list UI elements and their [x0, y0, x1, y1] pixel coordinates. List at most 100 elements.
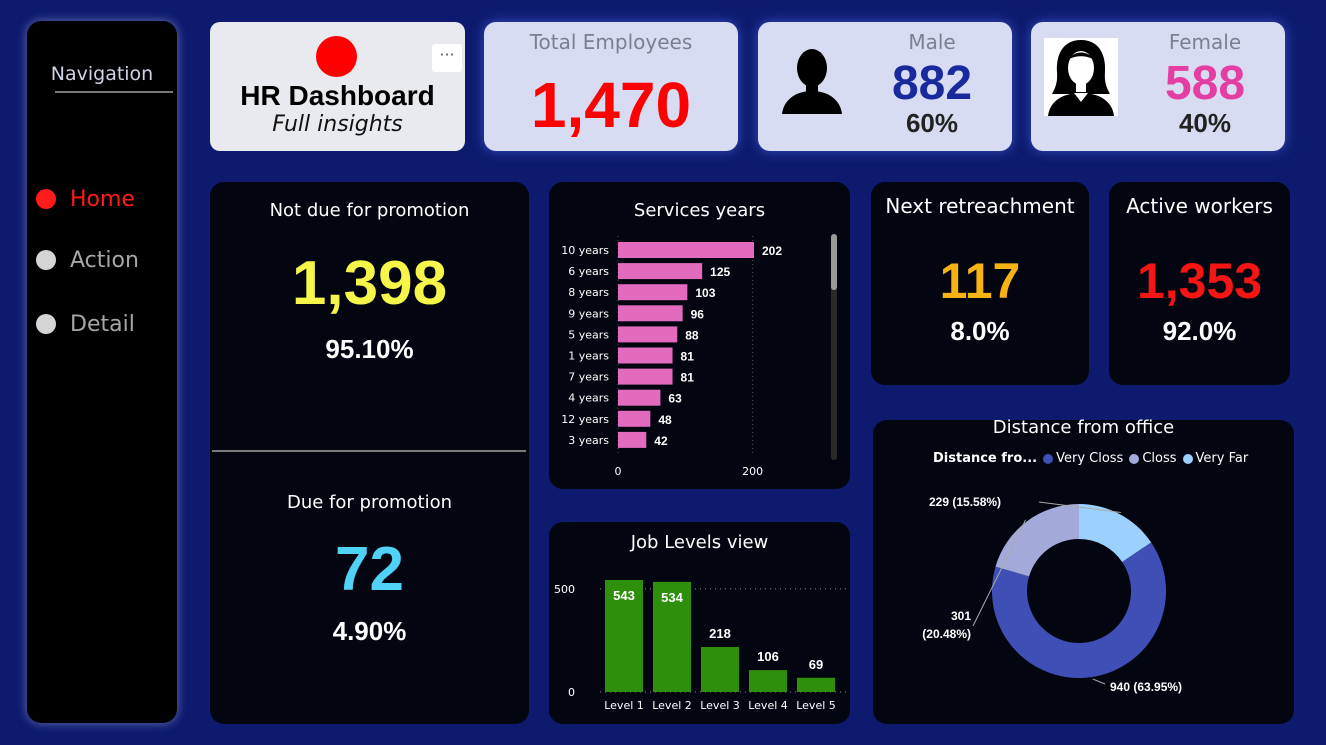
category-label: 7 years — [568, 371, 609, 384]
legend-item[interactable]: Very Far — [1195, 451, 1249, 466]
male-value: 882 — [891, 57, 973, 110]
job-levels-title: Job Levels view — [630, 532, 769, 553]
data-label: 88 — [685, 328, 699, 342]
category-label: 4 years — [568, 392, 609, 405]
not-due-value: 1,398 — [291, 249, 448, 318]
category-label: 9 years — [568, 307, 609, 320]
data-label: 96 — [691, 307, 705, 321]
distance-card: Distance from office Distance fro... Ver… — [873, 417, 1294, 724]
bar — [618, 347, 673, 364]
header-card: HR Dashboard Full insights — [210, 22, 465, 151]
female-percent: 40% — [1178, 108, 1232, 138]
data-label: 81 — [681, 350, 695, 364]
data-label: 229 (15.58%) — [929, 495, 1001, 509]
legend-dot-icon — [1182, 453, 1193, 464]
bar — [618, 410, 651, 427]
data-label: 63 — [668, 392, 682, 406]
distance-donut-chart: 229 (15.58%) 940 (63.95%) 301 (20.48%) — [922, 495, 1182, 694]
retirement-value: 117 — [939, 253, 1021, 309]
category-label: Level 2 — [652, 699, 692, 712]
bar — [797, 677, 835, 692]
promotion-panel: Not due for promotion 1,398 95.10% Due f… — [210, 182, 529, 724]
retirement-percent: 8.0% — [950, 316, 1010, 346]
data-label: 534 — [661, 590, 683, 605]
data-label: 103 — [695, 286, 715, 300]
slice — [992, 542, 1166, 678]
active-workers-label: Active workers — [1126, 194, 1273, 218]
bar — [618, 242, 754, 258]
data-label: 301 — [951, 609, 971, 623]
data-label: 202 — [762, 244, 782, 258]
female-avatar — [1044, 38, 1118, 116]
data-label: 940 (63.95%) — [1110, 680, 1182, 694]
bar — [618, 284, 688, 301]
legend-title: Distance fro... — [933, 451, 1038, 466]
data-label: 42 — [654, 434, 668, 448]
female-card: Female 588 40% — [1031, 22, 1285, 151]
male-person-icon — [782, 49, 842, 114]
due-percent: 4.90% — [332, 616, 407, 646]
nav-item-action[interactable]: Action — [36, 244, 139, 276]
female-value: 588 — [1164, 57, 1246, 110]
bar — [618, 368, 673, 385]
active-dot-icon — [36, 189, 56, 209]
job-levels-card: Job Levels view 0 500 543 Level 1 534 Level 2… — [549, 522, 850, 724]
more-options-button[interactable]: ··· — [432, 44, 462, 72]
female-label: Female — [1168, 30, 1242, 54]
retirement-card: Next retreachment 117 8.0% — [871, 182, 1089, 385]
page-subtitle: Full insights — [272, 112, 403, 137]
bar — [701, 647, 739, 692]
not-due-percent: 95.10% — [325, 334, 414, 364]
tick-label: 200 — [742, 465, 763, 478]
leader-line — [1038, 501, 1121, 513]
data-label: (20.48%) — [922, 627, 971, 641]
due-label: Due for promotion — [286, 492, 452, 513]
dot-icon — [36, 314, 56, 334]
category-label: 8 years — [568, 286, 609, 299]
page-title: HR Dashboard — [240, 80, 435, 111]
data-label: 69 — [809, 657, 823, 672]
slice — [995, 504, 1079, 577]
tick-label: 500 — [554, 583, 575, 596]
total-employees-label: Total Employees — [529, 30, 693, 54]
slice — [1079, 504, 1152, 562]
data-label: 218 — [709, 626, 731, 641]
not-due-label: Not due for promotion — [269, 200, 470, 221]
nav-item-home[interactable]: Home — [36, 183, 135, 215]
navigation-panel: Navigation Home Action Detail — [27, 21, 177, 723]
category-label: Level 5 — [796, 699, 836, 712]
legend-item[interactable]: Very Closs — [1056, 451, 1124, 466]
data-label: 125 — [710, 265, 730, 279]
bar — [749, 670, 787, 692]
bar — [618, 389, 661, 406]
active-workers-percent: 92.0% — [1162, 316, 1237, 346]
bar — [653, 581, 691, 692]
retirement-label: Next retreachment — [885, 194, 1075, 218]
data-label: 81 — [681, 371, 695, 385]
distance-legend: Distance fro... Very Closs Closs Very Fa… — [933, 451, 1248, 466]
nav-item-label: Detail — [70, 311, 135, 337]
services-years-chart: 10 years 202 6 years 125 8 years 103 9 years 96… — [561, 236, 782, 478]
category-label: Level 3 — [700, 699, 740, 712]
leader-line — [972, 519, 1027, 627]
dot-icon — [36, 250, 56, 270]
data-label: 106 — [757, 649, 779, 664]
male-card: Male 882 60% — [758, 22, 1012, 151]
bar — [618, 263, 703, 280]
chart-scrollbar-thumb[interactable] — [831, 234, 837, 290]
male-percent: 60% — [905, 108, 959, 138]
legend-dot-icon — [1129, 453, 1140, 464]
legend-item[interactable]: Closs — [1142, 451, 1177, 466]
promotion-divider — [212, 450, 526, 452]
bar — [618, 305, 683, 322]
category-label: 3 years — [568, 434, 609, 447]
data-label: 48 — [658, 413, 672, 427]
bar — [618, 326, 678, 343]
navigation-divider — [55, 91, 173, 93]
total-employees-value: 1,470 — [530, 69, 692, 141]
category-label: 10 years — [561, 244, 609, 257]
data-label: 543 — [613, 588, 635, 603]
nav-item-detail[interactable]: Detail — [36, 308, 135, 340]
chart-scrollbar[interactable] — [831, 234, 837, 460]
category-label: Level 1 — [604, 699, 644, 712]
